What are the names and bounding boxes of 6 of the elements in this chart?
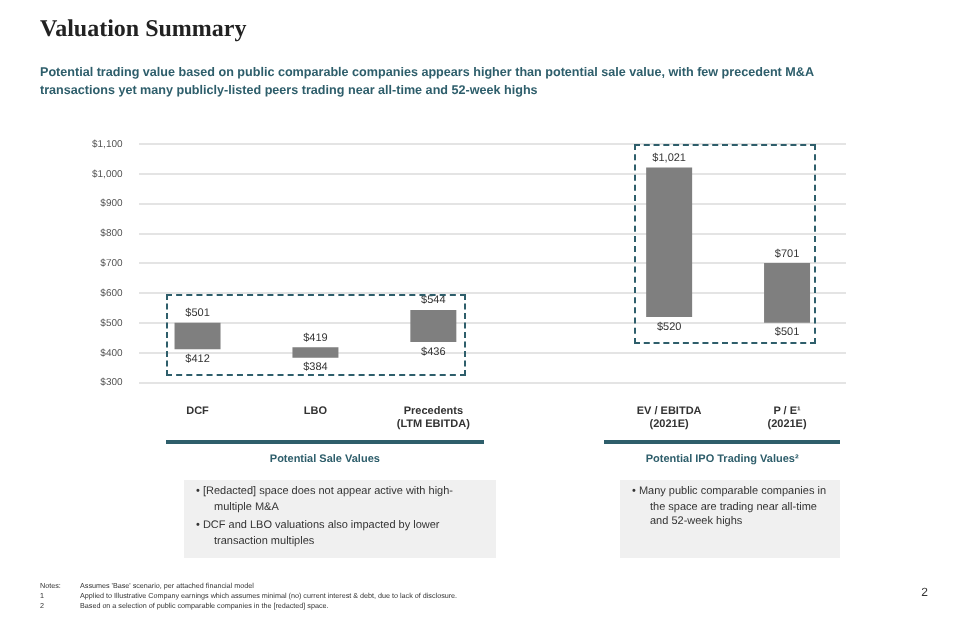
bar xyxy=(646,167,693,318)
bar xyxy=(174,322,221,350)
bar xyxy=(410,309,457,343)
bar xyxy=(292,347,339,358)
bar xyxy=(764,263,811,323)
chart-title: Valuation Summary xyxy=(40,14,247,44)
